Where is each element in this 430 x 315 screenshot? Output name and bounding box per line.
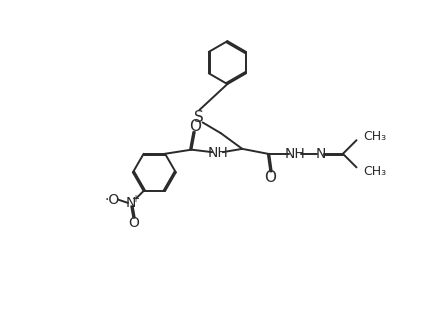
Text: CH₃: CH₃	[363, 165, 387, 178]
Text: CH₃: CH₃	[363, 130, 387, 143]
Text: ⋅O: ⋅O	[104, 192, 120, 207]
Text: S: S	[194, 110, 204, 125]
Text: O: O	[264, 170, 276, 185]
Text: +: +	[132, 194, 139, 204]
Text: NH: NH	[285, 147, 305, 161]
Text: NH: NH	[208, 146, 228, 160]
Text: N: N	[316, 147, 326, 161]
Text: O: O	[128, 216, 139, 230]
Text: N: N	[126, 196, 136, 210]
Text: O: O	[189, 119, 201, 134]
